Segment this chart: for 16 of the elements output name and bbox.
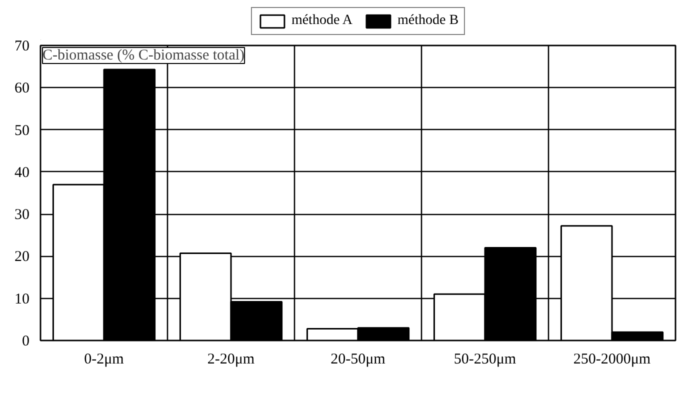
x-tick-label: 250-2000μm [573, 352, 651, 368]
legend-label: méthode B [398, 13, 459, 29]
y-tick-label: 20 [14, 249, 30, 266]
x-tick-label: 50-250μm [454, 352, 516, 368]
y-tick-label: 70 [14, 38, 30, 54]
y-tick-label: 30 [14, 207, 30, 224]
y-tick-label: 60 [14, 80, 30, 97]
legend-label: méthode A [291, 13, 352, 29]
y-tick-label: 40 [14, 164, 30, 181]
x-tick-label: 0-2μm [84, 352, 124, 368]
y-tick-label: 10 [14, 291, 30, 308]
y-tick-label: 0 [22, 334, 30, 350]
y-tick-label: 50 [14, 122, 30, 139]
x-tick-label: 2-20μm [207, 352, 255, 368]
x-tick-label: 20-50μm [330, 352, 386, 368]
y-axis-title: C-biomasse (% C-biomasse total) [42, 48, 245, 64]
